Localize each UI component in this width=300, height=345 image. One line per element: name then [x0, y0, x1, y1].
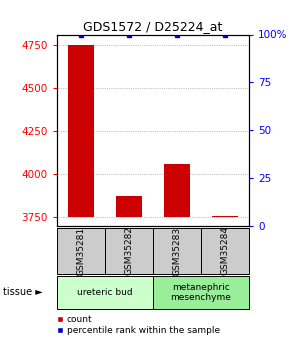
Text: GSM35284: GSM35284: [220, 226, 230, 276]
Text: GSM35283: GSM35283: [172, 226, 182, 276]
Bar: [201, 228, 249, 274]
Bar: [212, 216, 238, 217]
Bar: [57, 276, 153, 309]
Bar: [153, 228, 201, 274]
Bar: [105, 228, 153, 274]
Text: GSM35282: GSM35282: [124, 226, 134, 276]
Text: GSM35281: GSM35281: [76, 226, 85, 276]
Text: tissue ►: tissue ►: [3, 287, 43, 297]
Title: GDS1572 / D25224_at: GDS1572 / D25224_at: [83, 20, 223, 33]
Legend: count, percentile rank within the sample: count, percentile rank within the sample: [57, 315, 220, 335]
Bar: [68, 45, 94, 217]
Bar: [153, 276, 249, 309]
Text: metanephric
mesenchyme: metanephric mesenchyme: [171, 283, 231, 302]
Bar: [116, 196, 142, 217]
Bar: [57, 228, 105, 274]
Text: ureteric bud: ureteric bud: [77, 288, 133, 297]
Bar: [164, 164, 190, 217]
